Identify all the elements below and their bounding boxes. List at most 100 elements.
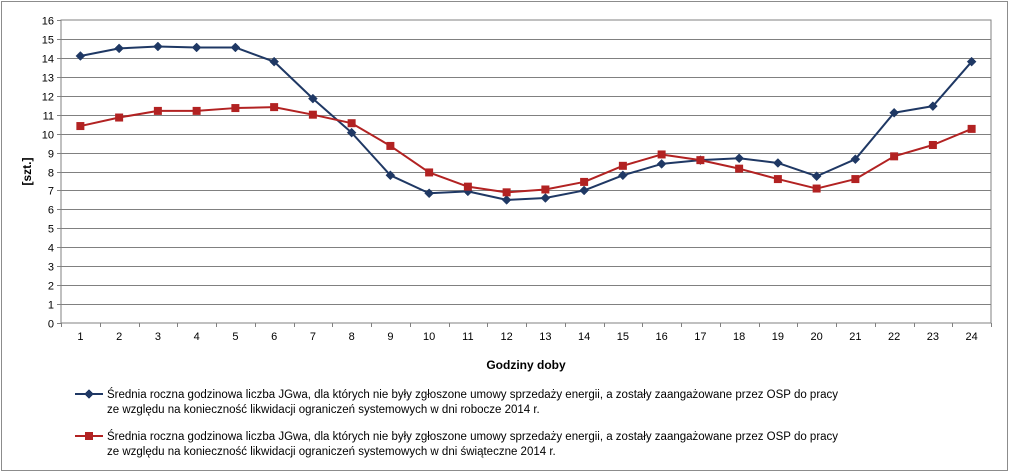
series-1-line (80, 45, 973, 201)
x-tick-label: 14 (578, 331, 590, 343)
series-2-point (890, 152, 899, 161)
series-2-point (308, 110, 317, 119)
x-tick-label: 13 (539, 331, 551, 343)
x-tick-label: 18 (733, 331, 745, 343)
x-tick-label: 11 (462, 331, 473, 343)
series-2-point (696, 156, 705, 165)
x-tick-label: 24 (966, 331, 978, 343)
series-2-point (580, 177, 589, 186)
x-tick-label: 9 (387, 331, 393, 343)
series-1-point (191, 42, 202, 53)
y-tick-label: 11 (43, 111, 54, 123)
series-2-point (386, 141, 395, 150)
series-2-point (657, 150, 666, 159)
series-1-point (230, 42, 241, 53)
x-tick-label: 19 (772, 331, 784, 343)
x-tick-label: 8 (349, 331, 355, 343)
legend-swatch-marker (84, 389, 94, 399)
legend-label: Średnia roczna godzinowa liczba JGwa, dl… (107, 430, 838, 443)
y-tick-label: 2 (48, 281, 54, 293)
series-1-point (928, 101, 938, 112)
series-1-point (811, 171, 822, 182)
series-2-point (735, 164, 744, 173)
series-2-point (153, 106, 162, 115)
series-1-point (346, 127, 357, 138)
y-tick-label: 4 (48, 243, 54, 255)
y-tick-label: 6 (48, 205, 54, 217)
x-tick-label: 12 (501, 331, 513, 343)
x-tick-label: 20 (811, 331, 823, 343)
series-2-point (851, 175, 860, 184)
legend-label: ze względu na konieczność likwidacji ogr… (107, 446, 556, 458)
series-2-point (425, 168, 434, 177)
series-1-point (773, 158, 783, 168)
series-2-point (928, 140, 937, 149)
legend-label: ze względu na konieczność likwidacji ogr… (107, 404, 540, 416)
x-tick-label: 7 (310, 331, 316, 343)
x-tick-label: 3 (155, 331, 161, 343)
series-1-point (269, 56, 279, 67)
grid-lines (61, 39, 991, 305)
y-tick-label: 3 (48, 262, 54, 274)
series-1 (75, 41, 977, 205)
series-2-point (76, 122, 85, 131)
x-tick-label: 21 (849, 331, 861, 343)
y-tick-label: 1 (48, 300, 54, 312)
series-2-line (80, 106, 973, 194)
legend-label: Średnia roczna godzinowa liczba JGwa, dl… (107, 388, 838, 401)
y-tick-label: 15 (42, 35, 54, 47)
series-1-point (385, 170, 396, 181)
series-2-point (812, 184, 821, 193)
x-tick-label: 1 (77, 331, 83, 343)
legend-entry-1: Średnia roczna godzinowa liczba JGwa, dl… (75, 388, 838, 416)
series-1-point (889, 107, 899, 118)
legend: Średnia roczna godzinowa liczba JGwa, dl… (75, 388, 838, 458)
series-1-point (153, 41, 163, 52)
x-tick-label: 22 (888, 331, 900, 343)
series-2 (76, 103, 976, 197)
x-axis-title: Godziny doby (486, 358, 566, 372)
x-tick-label: 6 (271, 331, 277, 343)
series-1-point (114, 43, 124, 54)
series-2-point (270, 103, 279, 112)
y-axis-title: [szt.] (20, 158, 34, 186)
series-1-point (656, 159, 667, 169)
series-1-point (424, 188, 434, 199)
series-2-point (773, 175, 782, 184)
series-1-point (734, 153, 744, 164)
y-tick-label: 8 (48, 168, 54, 180)
x-tick-label: 4 (194, 331, 200, 343)
series-1-point (540, 193, 551, 203)
series-2-point (618, 161, 627, 170)
series-layer (75, 41, 977, 205)
y-tick-label: 12 (42, 92, 54, 104)
y-tick-label: 5 (48, 224, 54, 236)
series-1-point (579, 185, 589, 196)
y-tick-label: 16 (42, 16, 54, 28)
series-1-point (75, 51, 86, 61)
y-tick-label: 10 (42, 130, 54, 142)
y-tick-label: 14 (42, 54, 54, 66)
series-1-point (308, 93, 318, 104)
y-tick-label: 7 (48, 186, 54, 198)
x-tick-label: 17 (694, 331, 706, 343)
plot-area (60, 19, 992, 324)
x-tick-label: 15 (617, 331, 629, 343)
series-1-point (501, 195, 512, 205)
series-1-point (618, 170, 628, 181)
series-2-point (347, 119, 356, 128)
x-tick-label: 2 (116, 331, 122, 343)
x-tick-label: 10 (423, 331, 435, 343)
x-tick-label: 16 (656, 331, 668, 343)
series-2-point (115, 113, 124, 122)
series-2-point (967, 124, 976, 133)
x-axis: 1 2 3 4 5 6 7 8 9 10 11 12 13 14 15 16 17 18 19 20 21 22 23 24 (61, 323, 992, 343)
series-2-point (192, 106, 201, 115)
series-1-point (850, 154, 861, 165)
y-tick-label: 9 (48, 149, 54, 161)
series-2-point (502, 188, 511, 197)
series-1-point (966, 56, 977, 67)
y-tick-label: 13 (42, 73, 54, 85)
